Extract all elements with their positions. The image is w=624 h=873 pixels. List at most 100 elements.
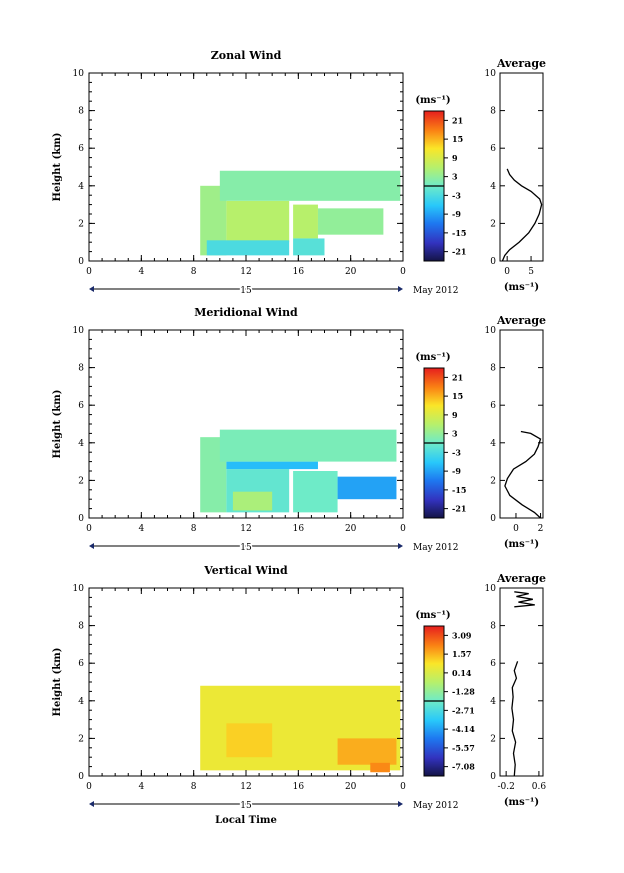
month-label: May 2012 [413,286,458,296]
heatmap-cell [337,738,397,765]
x-tick-label: 20 [345,267,357,277]
colorbar-unit: (ms⁻¹) [415,610,450,621]
average-profile-line-upper [514,591,535,608]
y-tick-label: 2 [78,476,84,486]
colorbar-tick-label: -4.14 [452,724,475,734]
average-y-tick-label: 0 [490,514,496,524]
y-tick-label: 4 [78,182,84,192]
y-tick-label: 10 [73,69,85,79]
average-y-tick-label: 0 [490,257,496,267]
heatmap-cell [206,240,290,256]
y-tick-label: 2 [78,219,84,229]
colorbar-tick-label: 21 [452,115,463,125]
y-tick-label: 8 [78,622,84,632]
x-tick-label: 8 [191,782,197,792]
colorbar-tick-label: -5.57 [452,743,475,753]
average-y-tick-label: 10 [485,69,497,79]
x-tick-label: 0 [86,267,92,277]
colorbar-tick-label: -3 [452,447,461,457]
y-tick-label: 0 [78,514,84,524]
average-title: Average [496,57,546,70]
average-y-tick-label: 6 [490,144,496,154]
average-x-tick-label: 2 [538,524,544,534]
x-tick-label: 16 [293,782,305,792]
average-x-label: (ms⁻¹) [504,797,539,808]
colorbar-tick-label: -21 [452,247,466,257]
average-y-tick-label: 4 [490,697,496,707]
x-tick-label: 8 [191,524,197,534]
colorbar-tick-label: -9 [452,209,461,219]
y-tick-label: 0 [78,257,84,267]
average-y-tick-label: 8 [490,107,496,117]
y-tick-label: 6 [78,144,84,154]
x-tick-label: 12 [240,267,251,277]
x-tick-label: 0 [86,524,92,534]
heatmap-cell [232,491,273,511]
date-arrow-right [398,543,403,549]
average-title: Average [496,314,546,327]
heatmap-cells [200,170,401,256]
average-frame [499,72,544,262]
average-y-tick-label: 2 [490,219,496,229]
heatmap-cells [200,429,397,513]
y-tick-label: 4 [78,439,84,449]
colorbar-tick-label: 0.14 [452,668,472,678]
average-x-label: (ms⁻¹) [504,282,539,293]
month-label: May 2012 [413,801,458,811]
x-tick-label: 20 [345,782,357,792]
heatmap-cells [200,685,401,773]
x-tick-label: 0 [400,524,406,534]
y-axis-label: Height (km) [52,133,63,202]
colorbar-unit: (ms⁻¹) [415,95,450,106]
colorbar-tick-label: -1.28 [452,687,475,697]
heatmap-cell [226,461,318,470]
x-tick-label: 16 [293,267,305,277]
x-tick-label: 20 [345,524,357,534]
x-tick-label: 4 [138,524,144,534]
x-tick-label: 0 [86,782,92,792]
x-tick-label: 4 [138,782,144,792]
panel-title: Meridional Wind [194,306,298,319]
colorbar-tick-label: 3.09 [452,630,472,640]
average-frame [499,587,544,777]
average-y-tick-label: 2 [490,734,496,744]
x-tick-label: 0 [400,267,406,277]
average-y-tick-label: 8 [490,622,496,632]
colorbar-tick-label: 15 [452,391,463,401]
average-y-tick-label: 4 [490,182,496,192]
average-frame [499,329,544,519]
y-tick-label: 8 [78,107,84,117]
colorbar-tick-label: 3 [452,429,458,439]
y-axis-label: Height (km) [52,648,63,717]
date-arrow-left [89,543,94,549]
colorbar-tick-label: -3 [452,190,461,200]
month-label: May 2012 [413,543,458,553]
average-x-tick-label: 0 [513,524,519,534]
x-tick-label: 16 [293,524,305,534]
panel-title: Vertical Wind [203,564,288,577]
x-tick-label: 8 [191,267,197,277]
y-axis-label: Height (km) [52,390,63,459]
date-arrow-right [398,801,403,807]
average-profile-line [501,168,543,262]
date-label: 15 [240,286,252,296]
average-x-tick-label: -0.2 [497,782,514,792]
colorbar-tick-label: 1.57 [452,649,471,659]
colorbar-tick-label: 15 [452,134,463,144]
x-tick-label: 12 [240,782,251,792]
y-tick-label: 10 [73,326,85,336]
average-profile-line [511,661,519,777]
average-x-tick-label: 5 [528,267,534,277]
colorbar-tick-label: -15 [452,228,466,238]
colorbar-tick-label: 3 [452,172,458,182]
y-tick-label: 8 [78,364,84,374]
date-label: 15 [240,543,252,553]
heatmap-cell [226,200,290,243]
average-y-tick-label: 6 [490,401,496,411]
heatmap-cell [370,762,390,773]
colorbar-tick-label: 9 [452,153,458,163]
colorbar-unit: (ms⁻¹) [415,352,450,363]
heatmap-cell [219,429,397,462]
